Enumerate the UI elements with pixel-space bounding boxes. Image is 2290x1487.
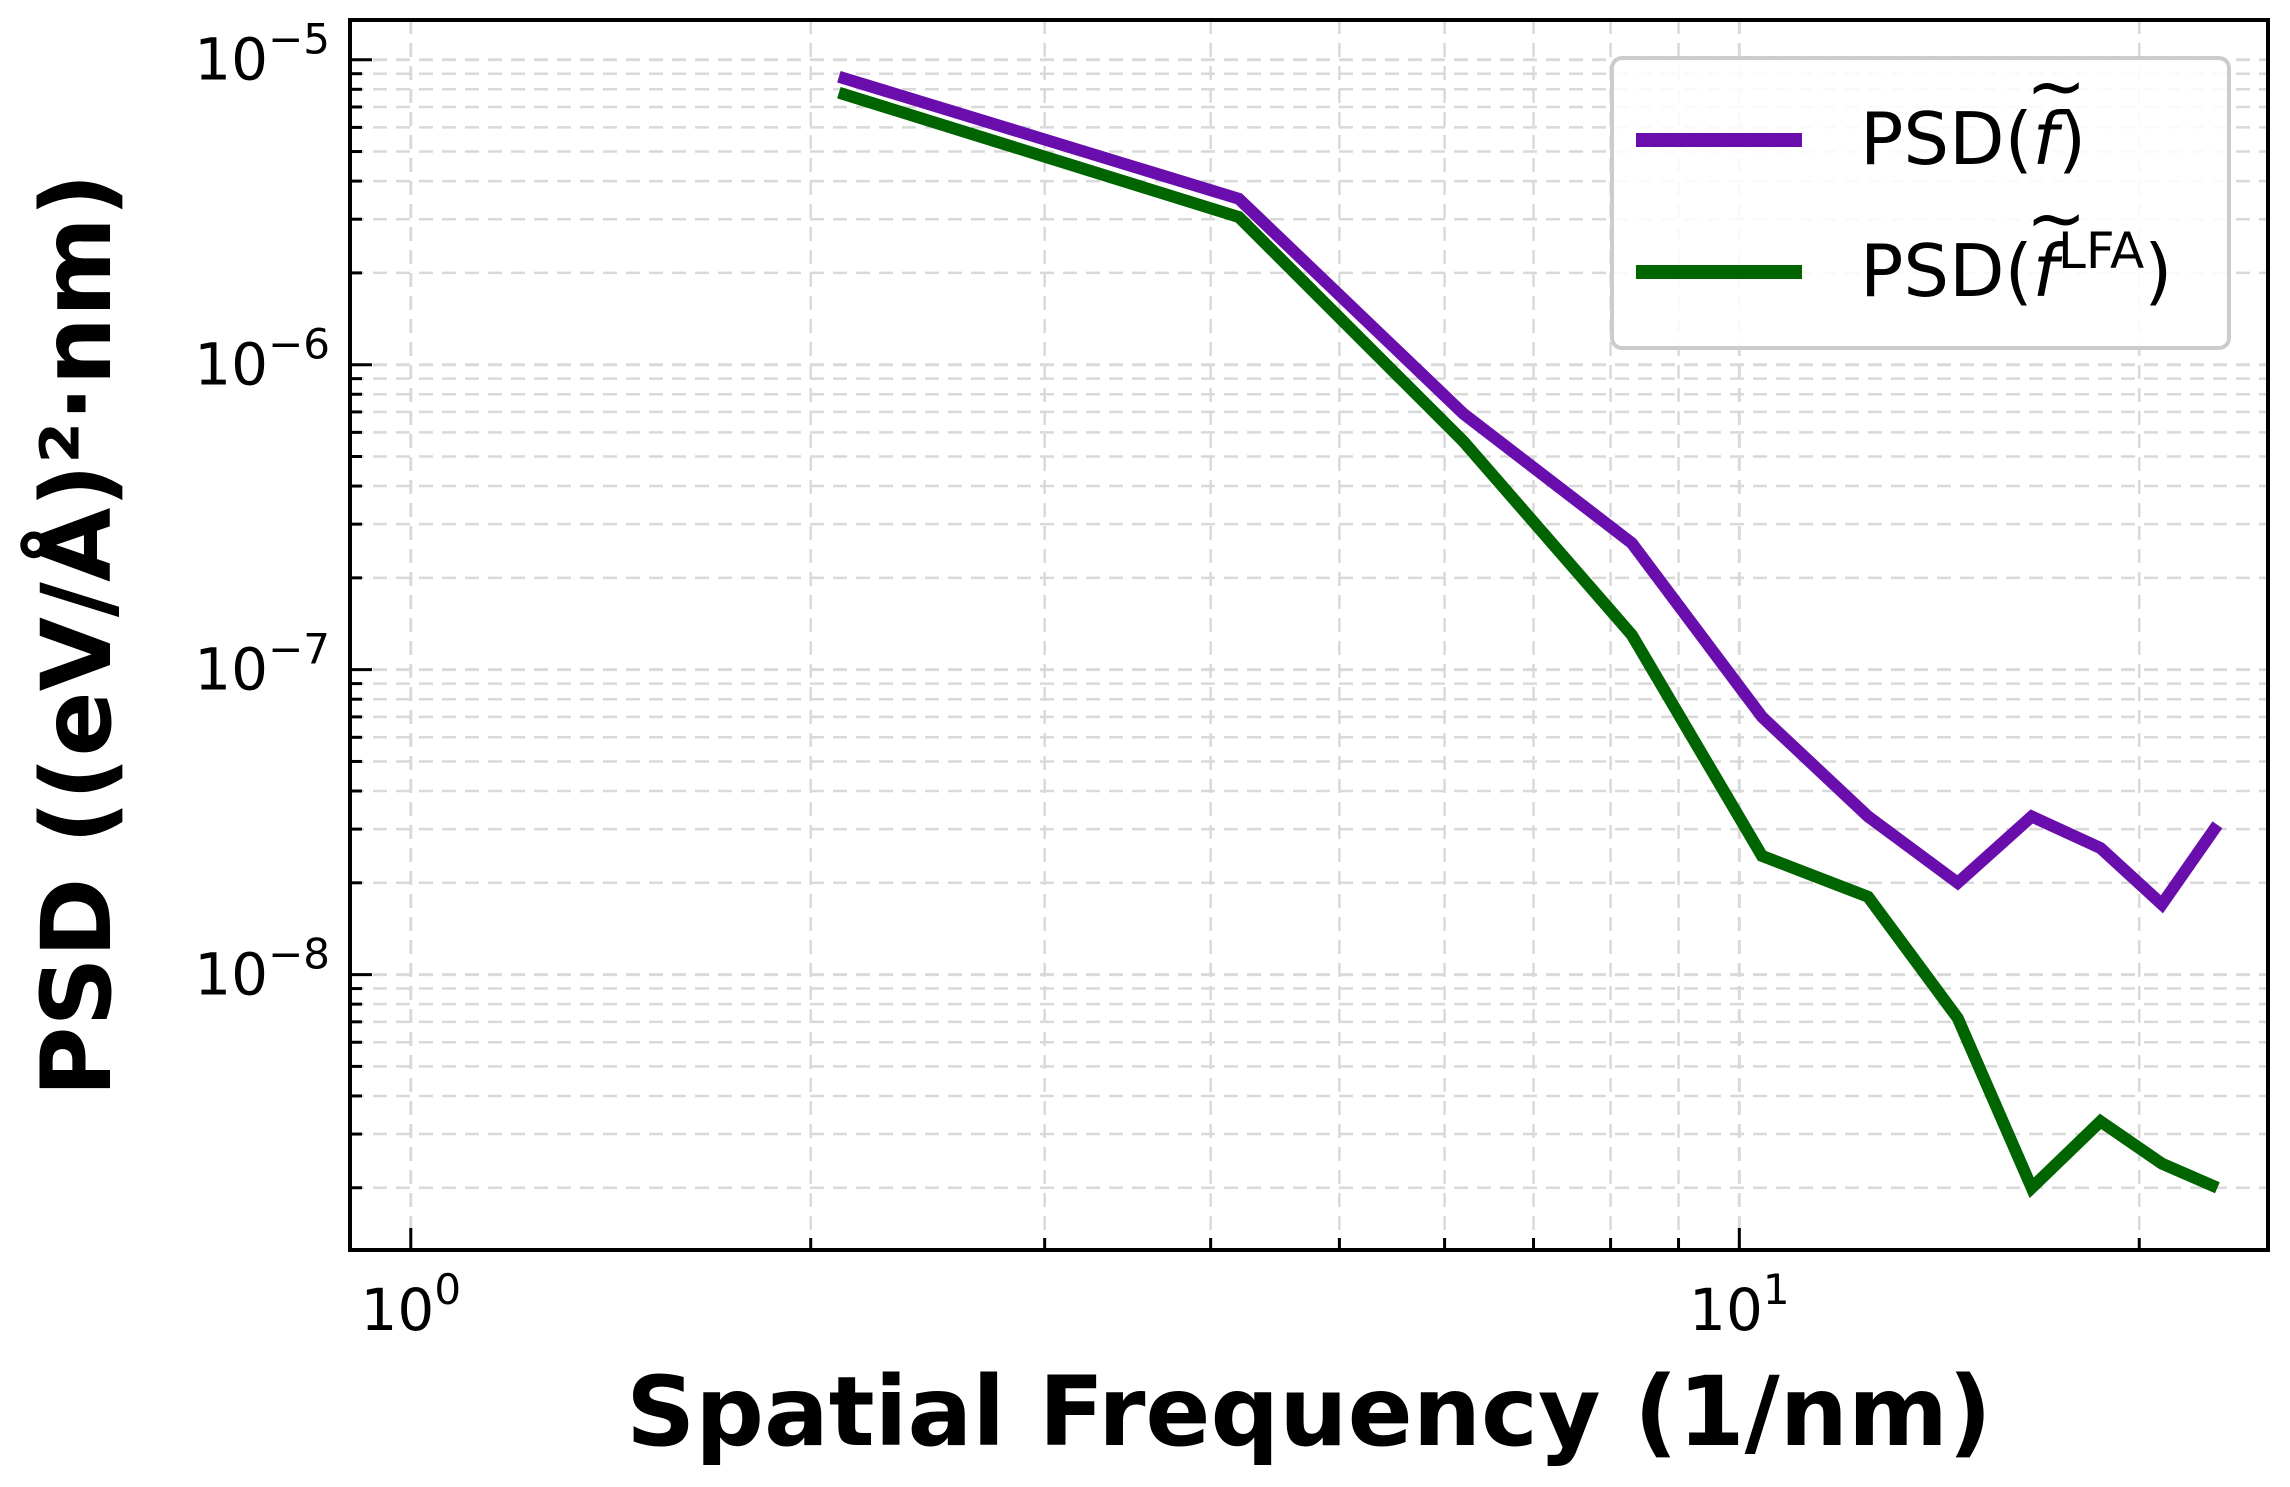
series-line-1: [837, 70, 2223, 914]
series-layer: [837, 70, 2223, 1199]
y-tick-label: 10−6: [194, 320, 330, 399]
legend-tilde-2: ~: [2026, 176, 2086, 260]
tick-labels: 100 101 10−5 10−6 10−7 10−8: [194, 15, 1789, 1344]
legend-label-2: PSD(fLFA): [1860, 222, 2172, 313]
x-tick-label: 101: [1689, 1265, 1790, 1344]
legend-tilde-1: ~: [2026, 44, 2086, 128]
x-tick-label: 100: [361, 1265, 462, 1344]
x-axis-title: Spatial Frequency (1/nm): [626, 1356, 1992, 1468]
legend-label-1: PSD(f): [1860, 97, 2086, 181]
y-tick-label: 10−8: [194, 930, 330, 1009]
tick-marks: [348, 58, 2141, 1250]
y-tick-label: 10−5: [194, 15, 330, 94]
y-axis-title: PSD ((eV/Å)²·nm): [20, 173, 133, 1097]
legend: PSD(f)~PSD(fLFA)~: [1610, 44, 2231, 350]
y-tick-label: 10−7: [194, 625, 330, 704]
plot-frame: [348, 18, 2270, 1252]
series-line-2: [837, 86, 2220, 1199]
